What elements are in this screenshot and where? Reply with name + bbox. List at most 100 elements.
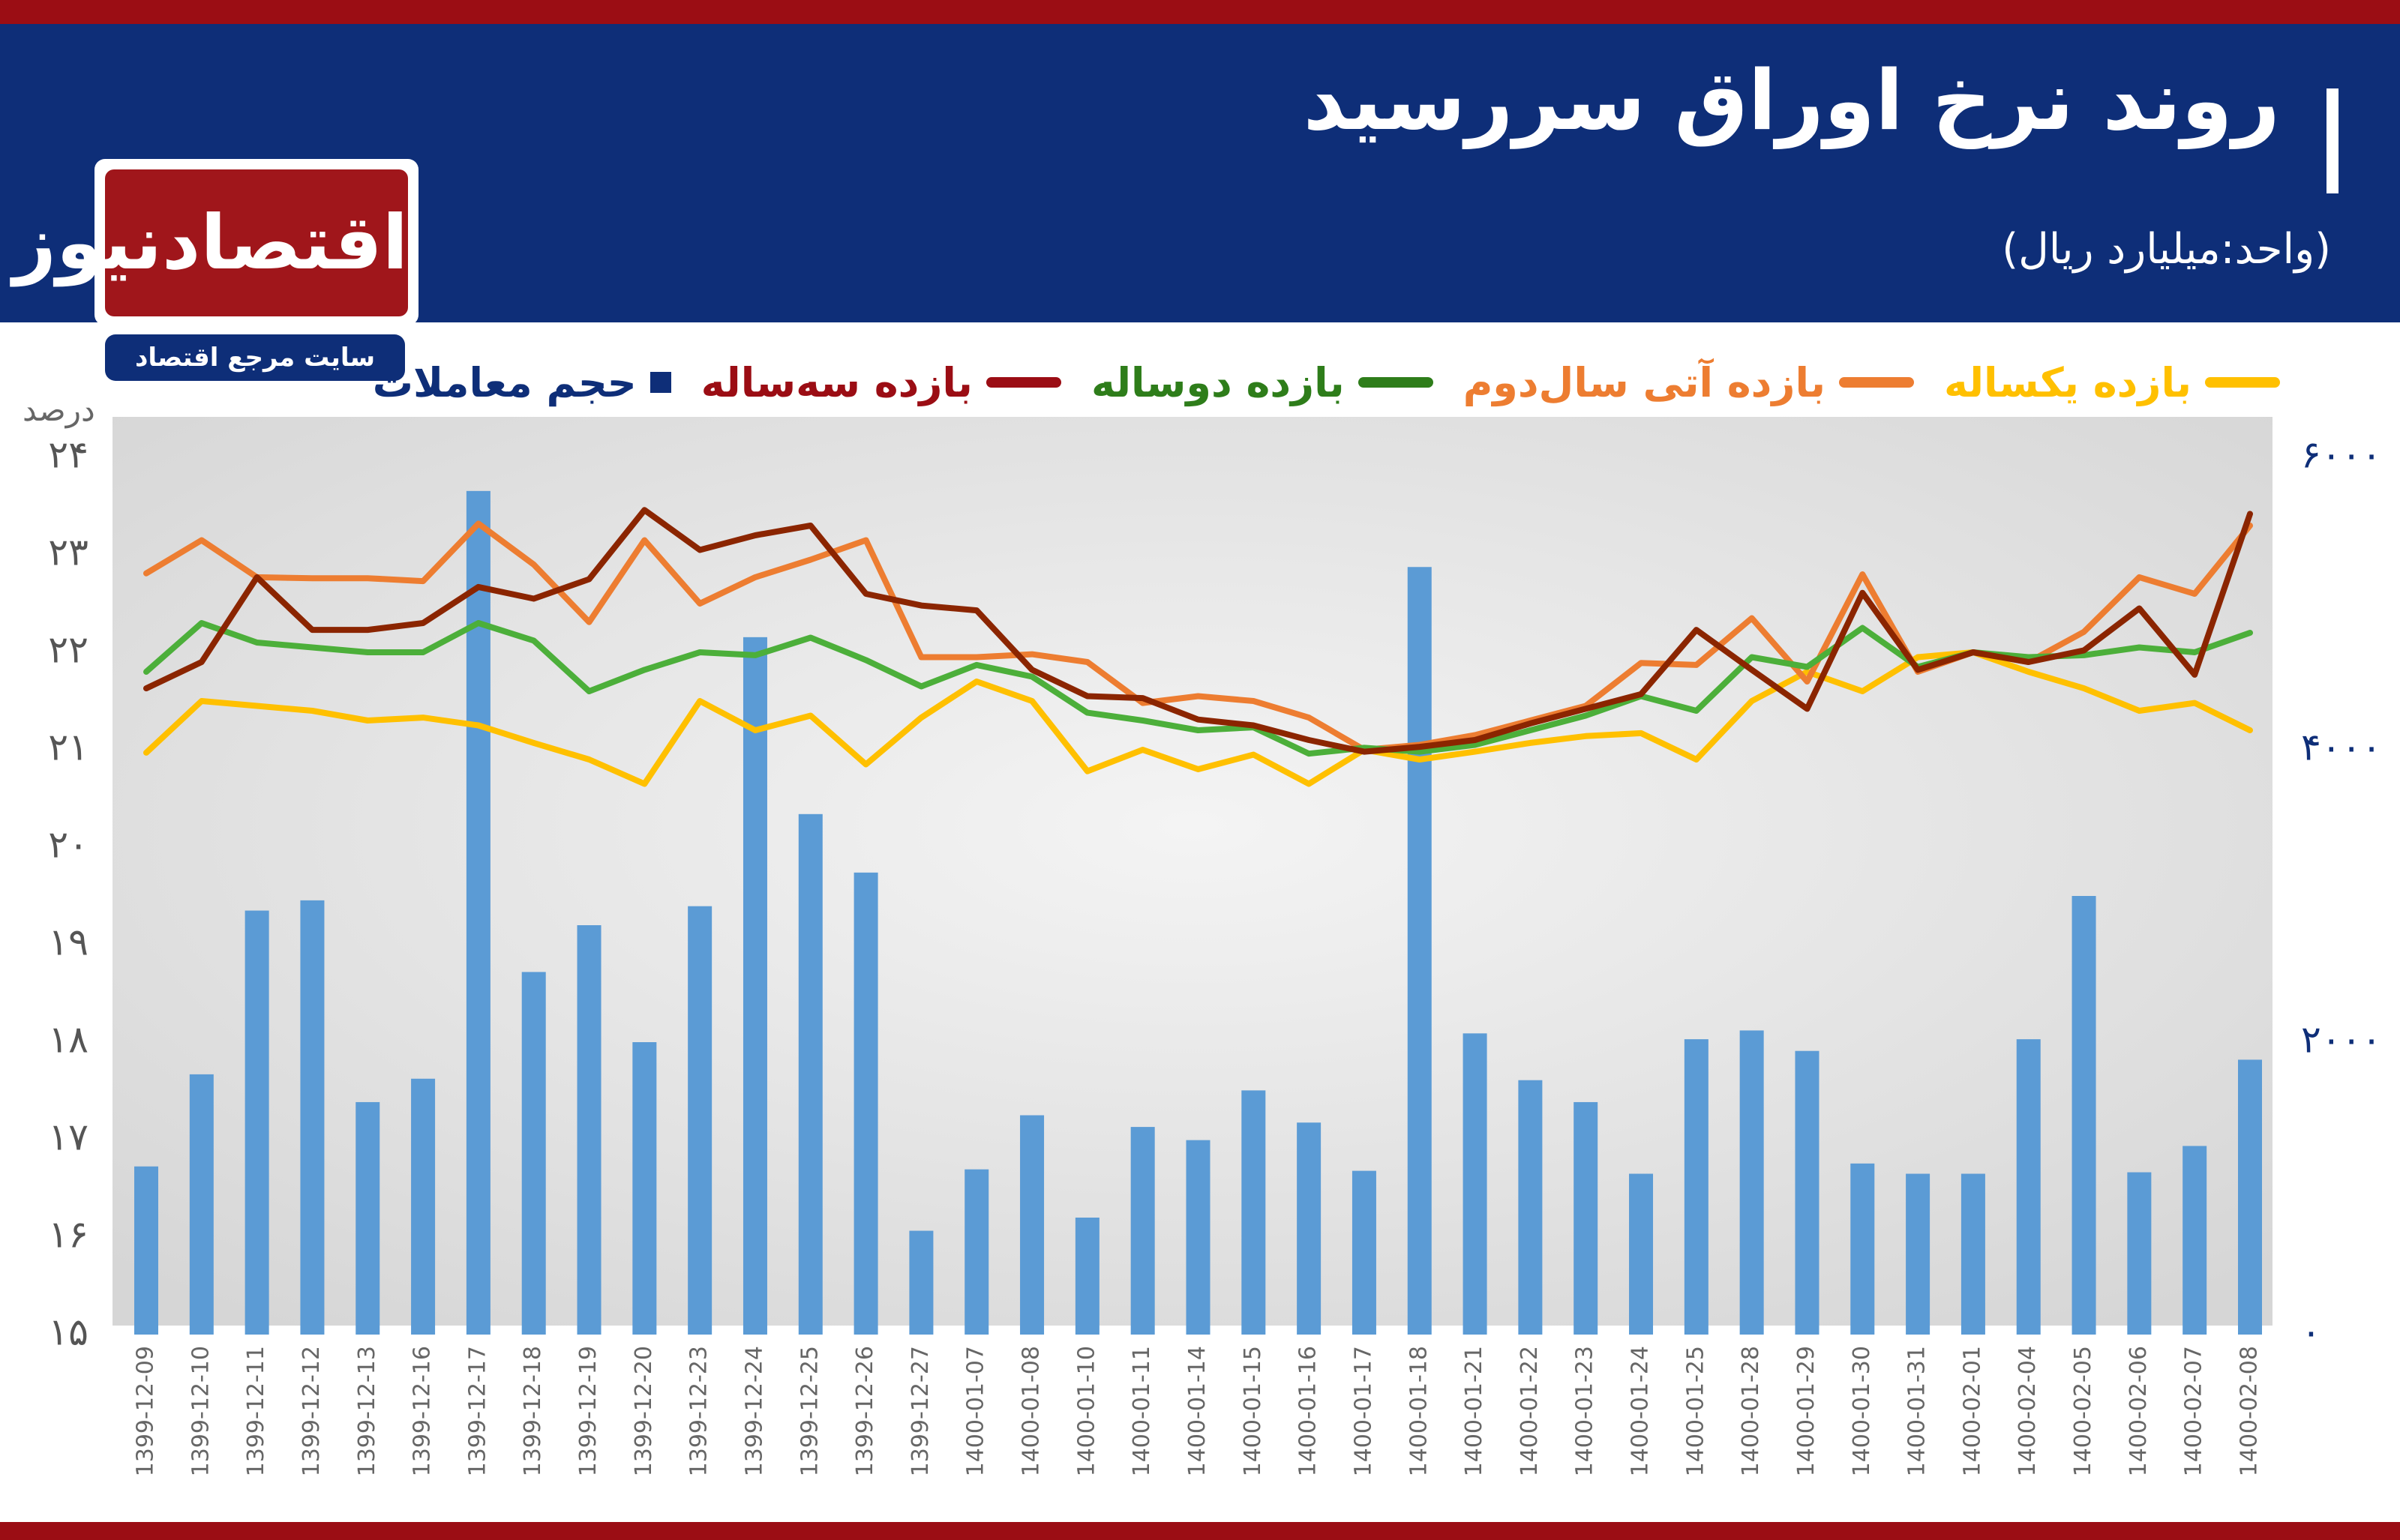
left-tick-label: ۲۴ [48,433,88,477]
x-tick-label: 1400-02-05 [2070,1346,2096,1476]
volume-bar [1407,567,1432,1335]
x-tick-label: 1399-12-19 [575,1346,602,1476]
x-tick-label: 1399-12-24 [741,1346,767,1476]
legend: بازده یکساله بازده آتی سال‌دوم بازده دوس… [373,352,2280,412]
chart-subtitle: (واحد:میلیارد ریال) [2002,225,2331,274]
logo: اقتصادنیوز [13,169,408,316]
volume-bar [1960,1173,1985,1335]
legend-label-two-year: بازده دوساله [1090,358,1345,406]
x-tick-label: 1400-01-17 [1350,1346,1376,1476]
volume-bar [134,1166,158,1335]
volume-bar [1462,1033,1487,1335]
volume-bar [632,1042,657,1335]
x-tick-label: 1400-02-04 [2014,1346,2041,1476]
right-tick-label: ۲۰۰۰ [2301,1018,2381,1062]
chart-title: روند نرخ اوراق سررسید [1303,52,2280,148]
right-axis: ۰ ۲۰۰۰ ۴۰۰۰ ۶۰۰۰ [2301,433,2381,1354]
x-tick-label: 1400-01-08 [1018,1346,1045,1476]
volume-bar [2072,896,2096,1335]
logo-tagline: سایت مرجع اقتصاد ایران [105,334,405,419]
left-tick-label: ۲۱ [48,726,88,769]
x-tick-label: 1399-12-20 [631,1346,657,1476]
bottom-accent-strip [0,1522,2400,1540]
legend-swatch-three-year [986,377,1061,388]
x-tick-label: 1400-02-06 [2126,1346,2152,1476]
x-tick-label: 1399-12-13 [354,1346,380,1476]
volume-bar [189,1074,214,1335]
volume-bar [854,872,878,1335]
volume-bar [1130,1127,1155,1335]
x-tick-label: 1400-01-18 [1406,1346,1432,1476]
volume-bar [1906,1173,1930,1335]
x-tick-label: 1399-12-23 [686,1346,712,1476]
legend-swatch-future-second-year [1839,377,1915,388]
volume-bar [964,1169,989,1335]
x-tick-label: 1399-12-11 [243,1346,269,1476]
legend-item-two-year: بازده دوساله [1091,359,1433,406]
volume-bar [909,1230,934,1335]
right-tick-label: ۴۰۰۰ [2301,726,2381,769]
volume-bar [742,637,767,1335]
volume-bar [356,1101,380,1335]
legend-swatch-one-year [2205,377,2280,388]
legend-item-three-year: بازده سه‌ساله [701,359,1061,406]
two-year-line [143,620,2253,757]
x-tick-label: 1399-12-12 [298,1346,325,1476]
x-tick-label: 1400-01-24 [1628,1346,1654,1476]
volume-bar [1518,1080,1543,1335]
x-tick-label: 1400-02-01 [1959,1346,1985,1476]
right-tick-label: ۰ [2301,1311,2321,1354]
volume-bar [1075,1218,1100,1335]
x-tick-label: 1400-01-22 [1516,1346,1543,1476]
x-tick-label: 1400-02-08 [2236,1346,2263,1476]
legend-label-volume: حجم معاملات [372,358,637,406]
volume-bar [244,910,269,1335]
volume-bar [1020,1115,1045,1335]
rate-volume-chart: ۱۵ ۱۶ ۱۷ ۱۸ ۱۹ ۲۰ ۲۱ ۲۲ ۲۳ ۲۴ ۰ ۲۰۰۰ ۴۰۰۰ ۶۰۰۰ 1399-… [22,405,2381,1476]
volume-bar [1629,1173,1654,1335]
volume-bar [1352,1170,1376,1335]
legend-label-future-second-year: بازده آتی سال‌دوم [1462,358,1826,406]
x-tick-label: 1400-02-07 [2181,1346,2207,1476]
legend-swatch-two-year [1358,377,1433,388]
legend-label-three-year: بازده سه‌ساله [700,358,973,406]
legend-item-one-year: بازده یکساله [1944,359,2280,406]
left-tick-label: ۱۸ [48,1018,88,1062]
volume-bars [134,490,2262,1335]
x-tick-label: 1400-01-07 [963,1346,989,1476]
x-tick-label: 1400-01-14 [1184,1346,1210,1476]
x-tick-label: 1400-01-15 [1240,1346,1266,1476]
legend-swatch-volume [650,372,671,393]
title-divider [2326,88,2338,193]
volume-bar [1795,1050,1820,1335]
x-tick-label: 1400-01-31 [1904,1346,1930,1476]
volume-bar [2182,1146,2207,1335]
x-tick-label: 1400-01-11 [1129,1346,1155,1476]
x-tick-label: 1399-12-17 [464,1346,490,1476]
x-tick-label: 1399-12-26 [852,1346,878,1476]
legend-label-one-year: بازده یکساله [1944,358,2192,406]
volume-bar [1241,1090,1266,1335]
rate-lines [143,507,2253,787]
x-tick-label: 1399-12-16 [410,1346,436,1476]
volume-bar [521,972,546,1335]
legend-item-future-second-year: بازده آتی سال‌دوم [1462,358,1915,406]
x-tick-label: 1400-01-28 [1738,1346,1764,1476]
left-tick-label: ۲۲ [48,628,88,672]
volume-bar [466,490,490,1335]
volume-bar [1186,1140,1210,1335]
volume-bar [2127,1172,2152,1335]
left-tick-label: ۲۰ [48,823,88,867]
left-axis: ۱۵ ۱۶ ۱۷ ۱۸ ۱۹ ۲۰ ۲۱ ۲۲ ۲۳ ۲۴ [48,433,88,1354]
volume-bar [1574,1101,1598,1335]
left-tick-label: ۱۵ [48,1311,88,1354]
x-tick-label: 1399-12-25 [796,1346,823,1476]
x-tick-label: 1400-01-21 [1461,1346,1487,1476]
top-accent-strip [0,0,2400,24]
volume-bar [2016,1039,2041,1335]
legend-item-volume: حجم معاملات [373,359,671,406]
x-tick-label: 1400-01-30 [1849,1346,1875,1476]
x-tick-label: 1400-01-10 [1073,1346,1100,1476]
volume-bar [300,900,325,1335]
left-tick-label: ۱۹ [48,921,88,964]
